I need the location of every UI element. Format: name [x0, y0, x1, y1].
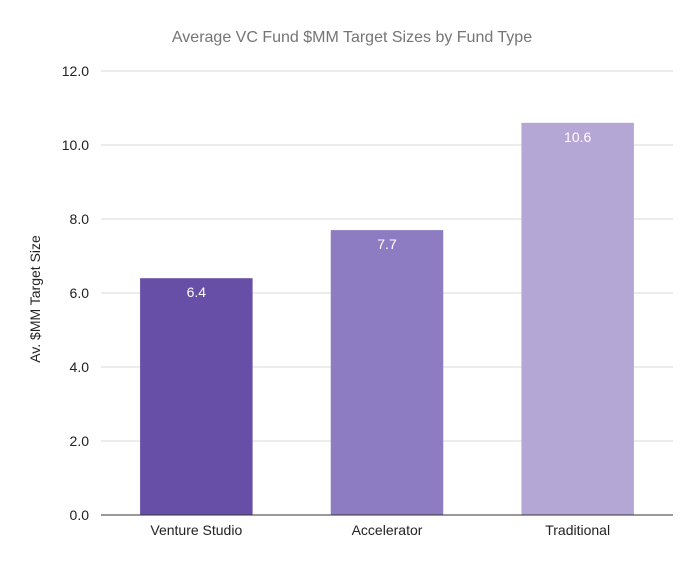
- y-tick-label: 10.0: [62, 137, 89, 153]
- category-labels: Venture Studio Accelerator Traditional: [150, 522, 610, 538]
- bar: [521, 122, 634, 516]
- y-tick-label: 8.0: [70, 211, 90, 227]
- y-tick-label: 4.0: [70, 359, 90, 375]
- y-axis-label: Av. $MM Target Size: [27, 235, 43, 363]
- bars: [140, 122, 634, 516]
- y-tick-label: 2.0: [70, 433, 90, 449]
- bar: [330, 230, 444, 515]
- chart-title: Average VC Fund $MM Target Sizes by Fund…: [172, 29, 532, 46]
- y-tick-label: 6.0: [70, 285, 90, 301]
- category-label: Traditional: [545, 522, 610, 538]
- category-label: Venture Studio: [150, 522, 242, 538]
- data-labels: 6.4 7.7 10.6: [187, 129, 592, 300]
- y-tick-label: 12.0: [62, 63, 89, 79]
- data-label: 7.7: [377, 236, 397, 252]
- data-label: 6.4: [187, 284, 207, 300]
- data-label: 10.6: [564, 129, 591, 145]
- y-tick-label: 0.0: [70, 507, 90, 523]
- bar: [140, 278, 253, 515]
- y-tick-labels: 0.0 2.0 4.0 6.0 8.0 10.0 12.0: [62, 63, 89, 523]
- category-label: Accelerator: [352, 522, 423, 538]
